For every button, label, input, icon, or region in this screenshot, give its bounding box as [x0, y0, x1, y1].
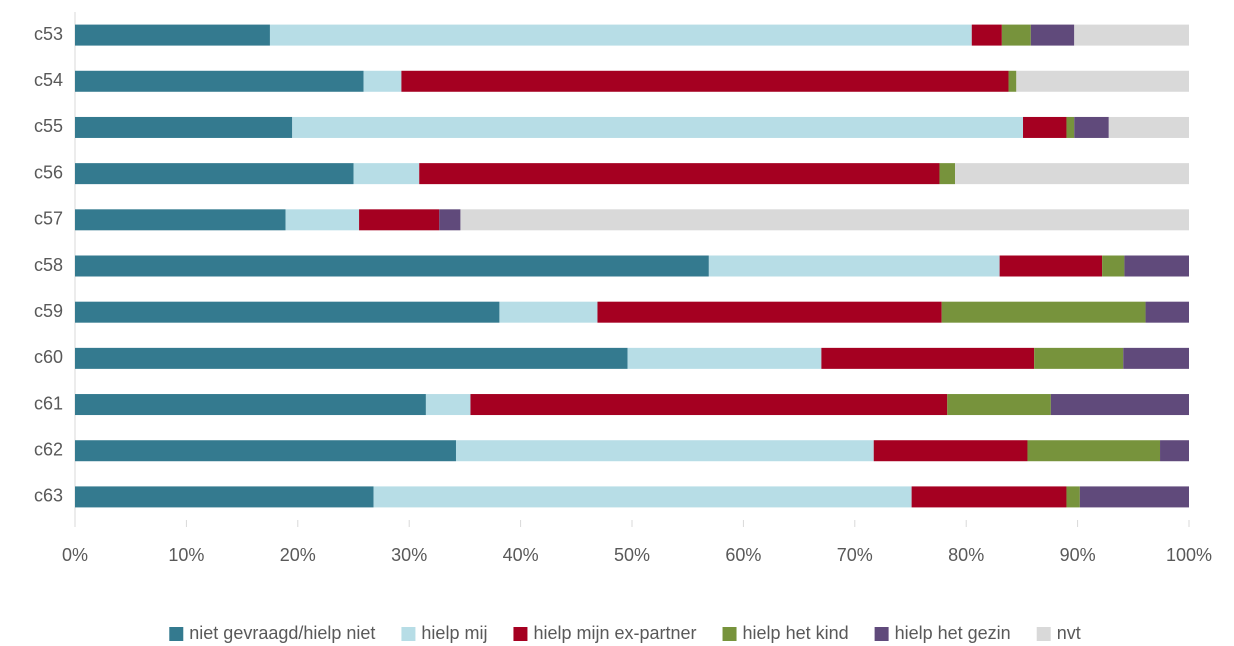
bar-segment: [1123, 347, 1189, 369]
bar-segment: [597, 301, 942, 323]
x-tick-label: 70%: [837, 545, 873, 565]
legend-label: hielp mij: [421, 623, 487, 643]
legend-swatch: [722, 627, 737, 641]
bar-segment: [425, 394, 471, 416]
bar-segment: [971, 24, 1002, 46]
x-tick-label: 60%: [725, 545, 761, 565]
bar-segment: [1027, 440, 1161, 462]
bar-segment: [75, 301, 500, 323]
y-tick-label: c56: [34, 162, 63, 182]
x-tick-label: 50%: [614, 545, 650, 565]
x-tick-label: 0%: [62, 545, 88, 565]
bar-segment: [359, 209, 440, 231]
bar-segment: [470, 394, 948, 416]
legend-label: nvt: [1057, 623, 1081, 643]
bar-segment: [363, 70, 402, 92]
legend-swatch: [874, 627, 889, 641]
bar-segment: [75, 24, 270, 46]
bar-segment: [1023, 116, 1067, 138]
bar-segment: [1074, 116, 1109, 138]
y-tick-label: c61: [34, 393, 63, 413]
bar-segment: [1124, 255, 1189, 277]
bar-segment: [1030, 24, 1075, 46]
bar-segment: [821, 347, 1035, 369]
bar-segment: [1102, 255, 1125, 277]
bar-segment: [75, 116, 293, 138]
bar-segment: [75, 440, 456, 462]
bar-segment: [401, 70, 1009, 92]
x-tick-label: 30%: [391, 545, 427, 565]
x-tick-label: 20%: [280, 545, 316, 565]
bar-segment: [1160, 440, 1189, 462]
bar-segment: [439, 209, 461, 231]
bar-segment: [75, 209, 286, 231]
bar-segment: [1008, 70, 1017, 92]
y-tick-label: c57: [34, 209, 63, 229]
x-tick-label: 100%: [1166, 545, 1212, 565]
bar-segment: [911, 486, 1067, 508]
bar-segment: [75, 347, 628, 369]
bar-segment: [939, 163, 956, 185]
legend-label: hielp het kind: [743, 623, 849, 643]
y-tick-label: c63: [34, 486, 63, 506]
bar-segment: [373, 486, 912, 508]
bar-segment: [75, 163, 354, 185]
bar-segment: [708, 255, 1000, 277]
legend-swatch: [1036, 627, 1051, 641]
bar-segment: [353, 163, 420, 185]
bar-segment: [999, 255, 1103, 277]
bar-segment: [460, 209, 1190, 231]
bar-segment: [1074, 24, 1189, 46]
y-tick-label: c53: [34, 24, 63, 44]
bar-segment: [1001, 24, 1031, 46]
bar-segment: [285, 209, 360, 231]
bar-segment: [1066, 116, 1075, 138]
legend-swatch: [401, 627, 416, 641]
legend-label: niet gevraagd/hielp niet: [189, 623, 375, 643]
bar-segment: [873, 440, 1028, 462]
legend-label: hielp het gezin: [895, 623, 1011, 643]
bar-segment: [455, 440, 874, 462]
y-tick-label: c62: [34, 439, 63, 459]
bar-segment: [269, 24, 972, 46]
x-tick-label: 10%: [168, 545, 204, 565]
bar-segment: [292, 116, 1024, 138]
bar-segment: [1016, 70, 1189, 92]
bar-segment: [941, 301, 1146, 323]
y-tick-label: c60: [34, 347, 63, 367]
bar-segment: [1050, 394, 1189, 416]
bar-segment: [1079, 486, 1189, 508]
legend-label: hielp mijn ex-partner: [533, 623, 696, 643]
bar-segment: [1034, 347, 1124, 369]
bar-segment: [1066, 486, 1080, 508]
y-tick-label: c55: [34, 116, 63, 136]
y-tick-label: c54: [34, 70, 63, 90]
legend-swatch: [169, 627, 184, 641]
bar-segment: [947, 394, 1051, 416]
bar-segment: [499, 301, 598, 323]
bar-segment: [1108, 116, 1189, 138]
legend-swatch: [513, 627, 528, 641]
x-tick-label: 40%: [503, 545, 539, 565]
bar-segment: [955, 163, 1189, 185]
y-tick-label: c59: [34, 301, 63, 321]
x-tick-label: 90%: [1060, 545, 1096, 565]
bar-segment: [75, 70, 364, 92]
bar-segment: [419, 163, 940, 185]
x-tick-label: 80%: [948, 545, 984, 565]
bar-segment: [1145, 301, 1189, 323]
y-tick-label: c58: [34, 255, 63, 275]
bar-segment: [75, 486, 374, 508]
bar-segment: [627, 347, 822, 369]
bar-segment: [75, 255, 709, 277]
bar-segment: [75, 394, 426, 416]
